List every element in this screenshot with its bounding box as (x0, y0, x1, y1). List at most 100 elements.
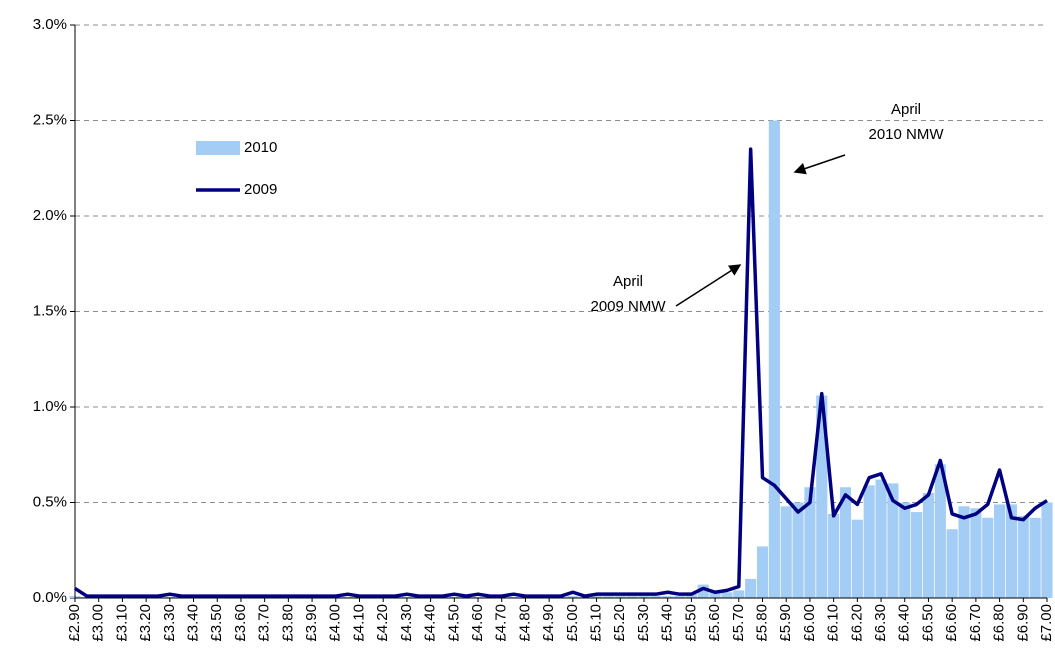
line (74, 147, 1048, 598)
x-tick-label: £3.90 (303, 604, 320, 642)
y-tick-label: 2.0% (33, 207, 67, 224)
bar (875, 479, 887, 598)
bar (685, 594, 697, 598)
bar (590, 596, 603, 598)
bar (839, 487, 852, 598)
y-tick-label: 1.5% (33, 302, 67, 319)
x-tick-label: £5.00 (564, 604, 581, 642)
legend-label: 2010 (244, 139, 277, 156)
bar (899, 502, 911, 598)
x-tick-label: £5.10 (588, 604, 605, 642)
x-tick-label: £6.70 (967, 604, 984, 642)
x-tick-label: £2.90 (66, 604, 83, 642)
bar (721, 592, 733, 598)
x-tick-label: £4.70 (493, 604, 510, 642)
annotation-text: 2009 NMW (590, 298, 666, 315)
bar (745, 578, 757, 598)
x-tick-label: £3.30 (161, 604, 178, 642)
x-tick-label: £6.60 (943, 604, 960, 642)
x-tick-label: £5.80 (753, 604, 770, 642)
bar (756, 546, 769, 598)
x-tick-label: £5.30 (635, 604, 652, 642)
x-tick-label: £6.00 (801, 604, 818, 642)
x-tick-label: £4.90 (540, 604, 557, 642)
bar (1041, 502, 1053, 598)
bar (650, 596, 662, 598)
x-tick-label: £4.60 (469, 604, 486, 642)
bar (567, 596, 579, 598)
bar (709, 590, 721, 598)
bar (970, 508, 982, 598)
x-tick-label: £5.60 (706, 604, 723, 642)
x-tick-label: £6.80 (991, 604, 1008, 642)
bar (911, 512, 923, 598)
bar (638, 596, 650, 598)
x-tick-label: £4.80 (516, 604, 533, 642)
bar (780, 506, 792, 598)
bar (851, 519, 863, 598)
bar (626, 596, 638, 598)
annotation-arrow (675, 264, 742, 307)
y-tick-label: 0.0% (33, 589, 67, 606)
x-tick-label: £6.30 (872, 604, 889, 642)
bar (863, 485, 875, 598)
x-tick-label: £5.90 (777, 604, 794, 642)
x-tick-label: £4.40 (422, 604, 439, 642)
bar (804, 487, 816, 598)
bar (792, 502, 804, 598)
x-tick-label: £6.40 (896, 604, 913, 642)
bar (602, 596, 614, 598)
bar (1005, 504, 1018, 598)
bar (946, 529, 958, 598)
bar (934, 464, 946, 598)
x-tick-label: £4.00 (327, 604, 344, 642)
bar (733, 590, 745, 598)
x-tick-label: £6.90 (1014, 604, 1031, 642)
annotation-text: April (613, 273, 643, 290)
x-tick-label: £4.50 (445, 604, 462, 642)
bar (662, 596, 674, 598)
x-tick-label: £4.20 (374, 604, 391, 642)
x-tick-label: £4.30 (398, 604, 415, 642)
x-tick-label: £3.60 (232, 604, 249, 642)
y-tick-label: 2.5% (33, 111, 67, 128)
bar (958, 506, 970, 598)
x-tick-label: £6.50 (919, 604, 936, 642)
x-tick-label: £3.00 (90, 604, 107, 642)
legend-label: 2009 (244, 181, 277, 198)
bar (816, 395, 828, 598)
x-tick-label: £3.40 (185, 604, 202, 642)
x-tick-label: £4.10 (350, 604, 367, 642)
bar (768, 120, 780, 598)
bar (922, 492, 935, 598)
x-tick-label: £6.10 (825, 604, 842, 642)
x-tick-label: £5.50 (682, 604, 699, 642)
bar (994, 504, 1006, 598)
x-tick-label: £5.20 (611, 604, 628, 642)
bar (614, 596, 626, 598)
x-tick-label: £5.40 (659, 604, 676, 642)
bar (887, 483, 899, 598)
y-tick-label: 0.5% (33, 493, 67, 510)
x-tick-label: £3.50 (208, 604, 225, 642)
x-tick-label: £3.20 (137, 604, 154, 642)
x-tick-label: £5.70 (730, 604, 747, 642)
bar (982, 517, 994, 598)
annotation-text: April (891, 101, 921, 118)
annotation-arrow (793, 154, 846, 175)
bar (673, 596, 686, 598)
y-tick-label: 3.0% (33, 16, 67, 33)
bar (828, 513, 840, 598)
x-tick-label: £3.80 (279, 604, 296, 642)
x-tick-label: £6.20 (848, 604, 865, 642)
bar (697, 584, 709, 598)
x-tick-label: £7.00 (1038, 604, 1055, 642)
y-tick-label: 1.0% (33, 398, 67, 415)
x-tick-label: £3.70 (256, 604, 273, 642)
legend-swatch (196, 141, 240, 155)
x-tick-label: £3.10 (113, 604, 130, 642)
bar (1017, 515, 1029, 598)
bar (1029, 517, 1041, 598)
